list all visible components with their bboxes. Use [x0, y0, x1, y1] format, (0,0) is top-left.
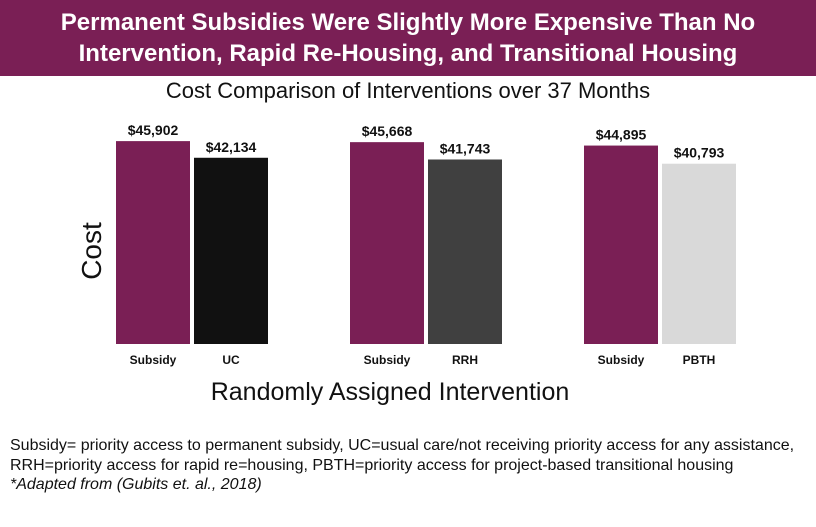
banner-line-1: Permanent Subsidies Were Slightly More E…: [60, 9, 756, 36]
bar-uc-0: [194, 157, 268, 344]
footnote-definitions: Subsidy= priority access to permanent su…: [10, 437, 795, 474]
bar-subsidy-1: [350, 142, 424, 344]
title-banner: Permanent Subsidies Were Slightly More E…: [0, 0, 816, 76]
x-axis-label: Randomly Assigned Intervention: [210, 378, 570, 406]
banner-line-2: Intervention, Rapid Re-Housing, and Tran…: [78, 40, 738, 67]
data-label: $45,668: [362, 123, 413, 139]
source-citation: *Adapted from (Gubits et. al., 2018): [10, 476, 262, 493]
chart-title: Cost Comparison of Interventions over 37…: [165, 78, 651, 103]
footnote: Subsidy= priority access to permanent su…: [10, 436, 810, 495]
data-label: $45,902: [128, 122, 179, 138]
data-label: $40,793: [674, 145, 725, 161]
x-tick-label: RRH: [452, 353, 478, 367]
bar-subsidy-0: [116, 141, 190, 344]
data-label: $42,134: [206, 139, 257, 155]
bar-pbth-2: [662, 163, 736, 344]
data-label: $44,895: [596, 127, 647, 143]
bar-subsidy-2: [584, 145, 658, 344]
x-tick-label: Subsidy: [364, 353, 411, 367]
x-tick-label: Subsidy: [598, 353, 645, 367]
bar-rrh-1: [428, 159, 502, 344]
x-tick-label: UC: [222, 353, 240, 367]
x-tick-label: PBTH: [683, 353, 716, 367]
data-label: $41,743: [440, 140, 491, 156]
x-tick-label: Subsidy: [130, 353, 177, 367]
